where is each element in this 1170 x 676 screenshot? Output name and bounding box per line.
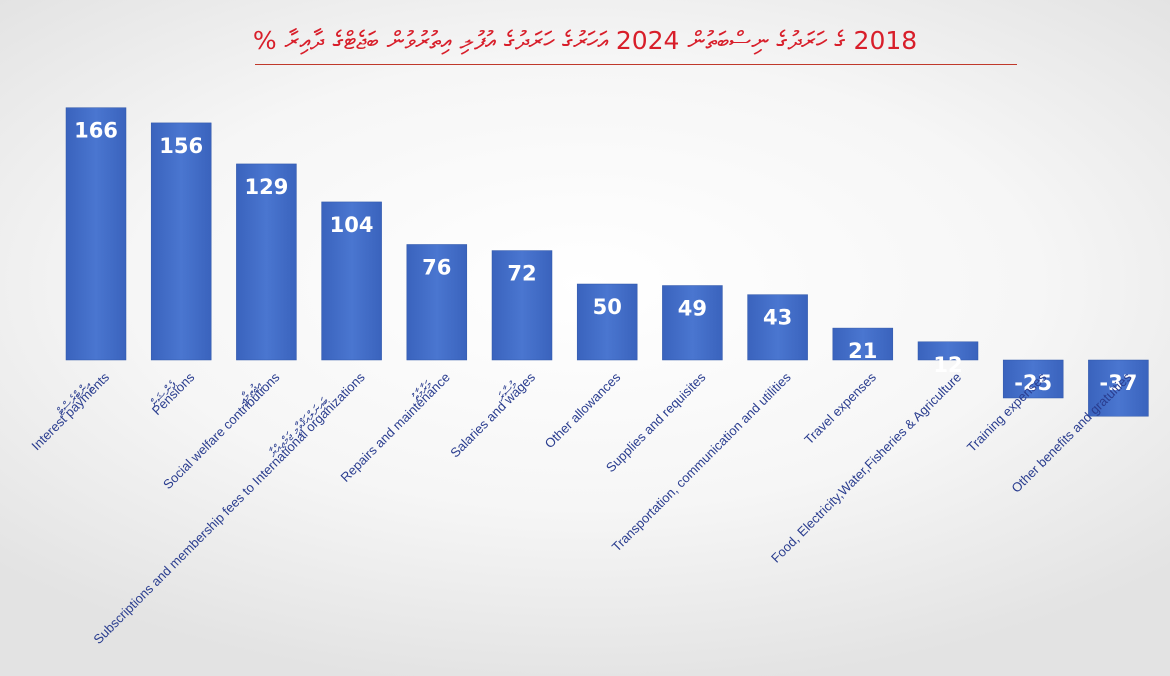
category-label-11: Food, Electricity,Water,Fisheries & Agri… — [768, 370, 964, 566]
value-label-6: 72 — [507, 262, 536, 286]
value-label-9: 43 — [763, 306, 792, 330]
bar-2 — [150, 122, 212, 361]
value-label-2: 156 — [159, 134, 203, 158]
value-label-13: -37 — [1099, 371, 1137, 395]
category-label-9: Transportation, communication and utilit… — [609, 369, 794, 554]
category-label-10: Travel expenses — [801, 369, 879, 447]
value-labels-group: 166 156 129 104 76 72 50 49 43 21 12 -25 -37 — [74, 119, 1137, 395]
value-label-12: -25 — [1014, 371, 1052, 395]
bar-8 — [662, 285, 723, 361]
bar-13 — [1088, 359, 1149, 417]
bar-11 — [917, 341, 979, 361]
bar-7 — [576, 283, 638, 361]
category-label-6: Salaries and wages — [447, 369, 538, 460]
category-label-7: Other allowances — [542, 369, 624, 451]
value-label-3: 129 — [244, 175, 288, 199]
value-label-1: 166 — [74, 119, 118, 143]
bars-group — [65, 107, 1149, 417]
title-underline — [255, 64, 1017, 65]
bar-6 — [491, 250, 553, 361]
value-label-7: 50 — [593, 295, 622, 319]
value-label-11: 12 — [933, 353, 962, 377]
bar-4 — [321, 201, 382, 361]
value-label-8: 49 — [678, 297, 707, 321]
value-label-5: 76 — [422, 255, 451, 279]
bar-10 — [832, 327, 894, 361]
category-label-dv2-4: ބައިނަލްއަޤްވާމީ ޖަމްޢިއްޔާ — [266, 394, 333, 461]
bar-1 — [65, 107, 127, 361]
bar-12 — [1002, 359, 1064, 399]
chart-title: 2018 ގެ ހަރަދުގެ ނިސްބަތުން 2024 އަހަރުގ… — [252, 26, 918, 55]
bar-3 — [236, 163, 297, 361]
value-label-10: 21 — [848, 339, 877, 363]
bar-9 — [747, 294, 808, 361]
value-label-4: 104 — [330, 213, 374, 237]
bar-5 — [406, 244, 468, 361]
